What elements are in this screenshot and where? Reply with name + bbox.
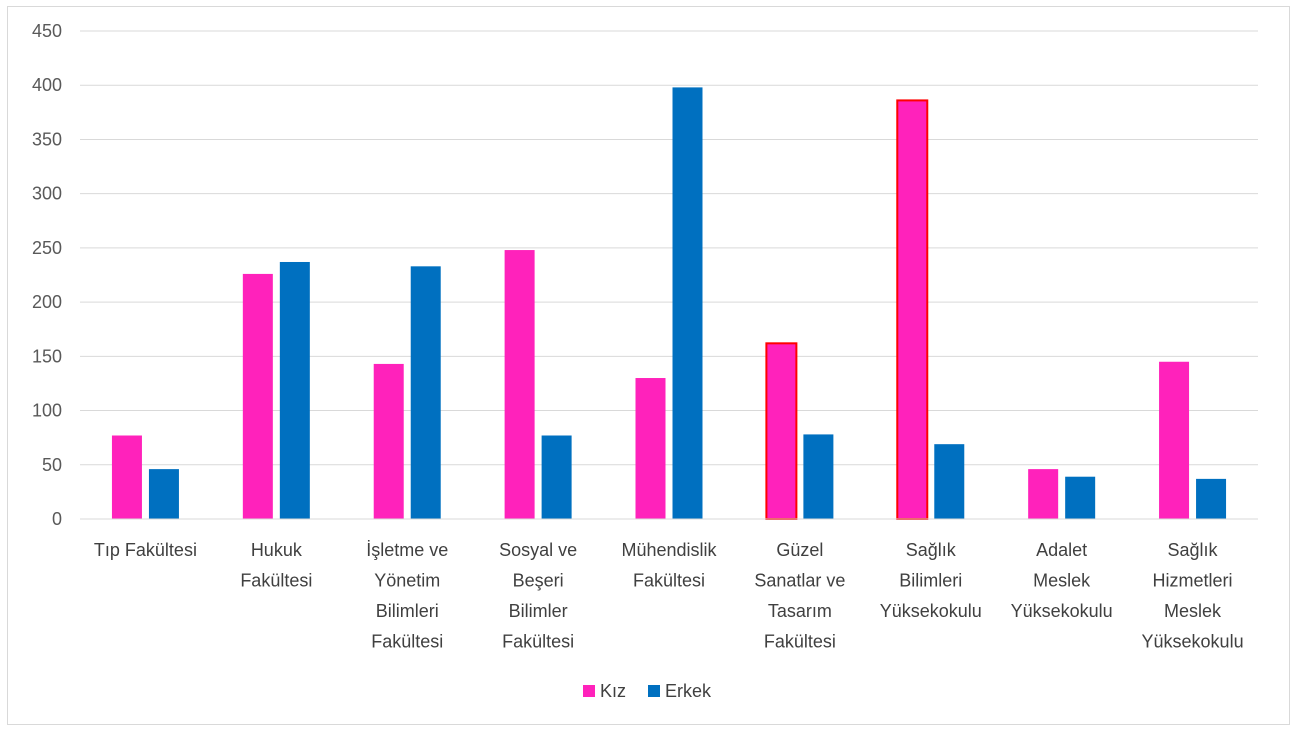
x-category-label-line: Yüksekokulu — [1142, 632, 1244, 652]
x-category-label-line: Yüksekokulu — [880, 601, 982, 621]
y-tick-label: 250 — [32, 238, 62, 258]
x-category-label: Sosyal ve Beşeri Bilimler Fakültesi — [499, 540, 577, 652]
bar-kiz-7 — [1028, 469, 1059, 519]
y-tick-label: 100 — [32, 401, 62, 421]
x-category-label-line: Hukuk — [251, 540, 303, 560]
y-tick-label: 400 — [32, 75, 62, 95]
x-category-label-line: Tasarım — [768, 601, 832, 621]
bar-erkek-2 — [410, 266, 441, 519]
bar-kiz-3 — [504, 250, 535, 519]
x-category-label-line: İşletme ve — [366, 540, 448, 560]
chart-frame — [7, 6, 1290, 725]
y-tick-label: 200 — [32, 292, 62, 312]
x-category-label-line: Sağlık — [1168, 540, 1219, 560]
bar-erkek-7 — [1065, 476, 1096, 519]
y-tick-label: 450 — [32, 21, 62, 41]
x-category-label-line: Fakültesi — [764, 632, 836, 652]
bar-erkek-8 — [1196, 478, 1227, 519]
x-category-label: Mühendislik Fakültesi — [621, 540, 717, 591]
x-category-label-line: Fakültesi — [240, 571, 312, 591]
x-category-label: Hukuk Fakültesi — [240, 540, 312, 591]
legend-swatch-erkek — [648, 685, 660, 697]
x-category-label: Adalet Meslek Yüksekokulu — [1011, 540, 1113, 621]
y-tick-label: 350 — [32, 129, 62, 149]
x-category-label: Güzel Sanatlar ve Tasarım Fakültesi — [754, 540, 845, 652]
bar-erkek-6 — [934, 444, 965, 519]
x-category-label: Sağlık Hizmetleri Meslek Yüksekokulu — [1142, 540, 1244, 652]
y-tick-label: 300 — [32, 184, 62, 204]
x-category-label: Tıp Fakültesi — [94, 540, 197, 560]
x-category-label-line: Meslek — [1033, 571, 1091, 591]
legend-label-erkek: Erkek — [665, 681, 712, 701]
legend-swatch-kiz — [583, 685, 595, 697]
bar-kiz-6 — [896, 99, 929, 520]
x-category-label-line: Hizmetleri — [1153, 571, 1233, 591]
x-category-label-line: Sosyal ve — [499, 540, 577, 560]
y-tick-label: 50 — [42, 455, 62, 475]
x-category-label-line: Mühendislik — [621, 540, 717, 560]
x-category-label-line: Meslek — [1164, 601, 1222, 621]
x-category-label-line: Fakültesi — [502, 632, 574, 652]
y-tick-label: 0 — [52, 509, 62, 529]
x-category-label-line: Güzel — [776, 540, 823, 560]
x-category-label-line: Bilimleri — [899, 571, 962, 591]
bar-erkek-3 — [541, 435, 572, 519]
x-category-label-line: Yüksekokulu — [1011, 601, 1113, 621]
x-category-label-line: Beşeri — [513, 571, 564, 591]
x-category-label-line: Fakültesi — [633, 571, 705, 591]
x-category-label-line: Adalet — [1036, 540, 1087, 560]
bar-erkek-0 — [148, 469, 179, 519]
bar-erkek-4 — [672, 87, 703, 519]
x-category-label: İşletme ve Yönetim Bilimleri Fakültesi — [366, 540, 448, 652]
x-category-label-line: Sağlık — [906, 540, 957, 560]
x-category-label-line: Bilimler — [509, 601, 568, 621]
x-category-label-line: Fakültesi — [371, 632, 443, 652]
x-category-label-line: Bilimleri — [376, 601, 439, 621]
bar-kiz-0 — [111, 435, 142, 519]
bar-kiz-2 — [373, 363, 404, 519]
x-category-label: Sağlık Bilimleri Yüksekokulu — [880, 540, 982, 621]
x-category-label-line: Sanatlar ve — [754, 571, 845, 591]
x-category-label-line: Yönetim — [374, 571, 440, 591]
y-tick-label: 150 — [32, 346, 62, 366]
bar-kiz-5 — [765, 342, 798, 520]
bar-erkek-5 — [803, 434, 834, 519]
x-category-label-line: Tıp Fakültesi — [94, 540, 197, 560]
bar-kiz-1 — [242, 273, 273, 519]
bar-kiz-4 — [635, 378, 666, 519]
bar-erkek-1 — [279, 261, 310, 519]
bar-kiz-8 — [1159, 361, 1190, 519]
legend-label-kiz: Kız — [600, 681, 626, 701]
